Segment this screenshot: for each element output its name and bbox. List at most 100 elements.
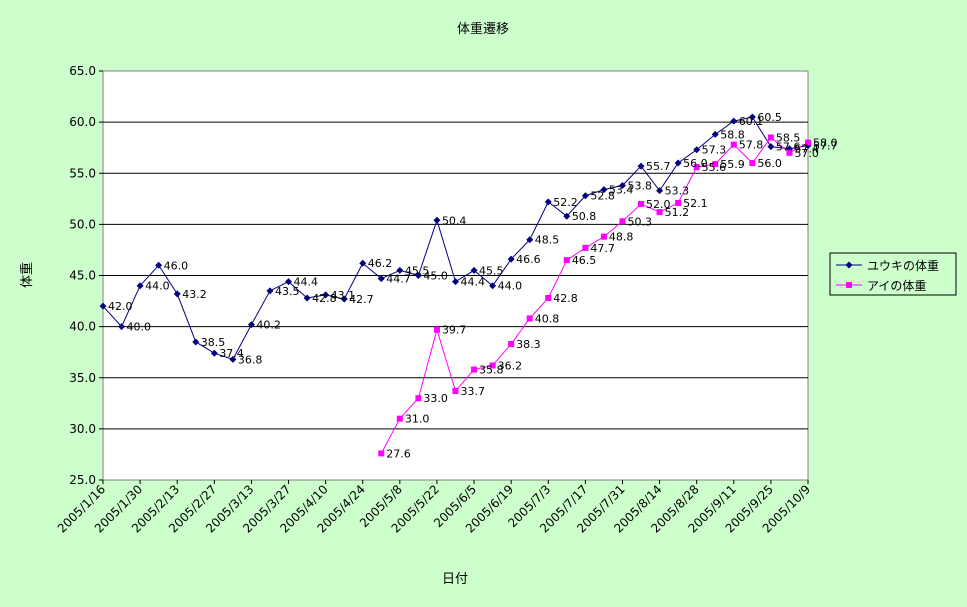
data-point [693, 164, 700, 171]
data-label: 52.2 [553, 196, 578, 209]
data-label: 42.8 [553, 292, 578, 305]
data-label: 44.4 [461, 276, 486, 289]
data-label: 31.0 [405, 413, 430, 426]
data-label: 46.2 [368, 257, 393, 270]
data-point [544, 198, 552, 206]
data-point [396, 415, 403, 422]
data-point [767, 134, 774, 141]
y-tick-label: 50.0 [69, 217, 96, 231]
series-line [380, 136, 809, 454]
data-label: 39.7 [442, 324, 467, 337]
data-label: 53.8 [627, 180, 652, 193]
data-point [748, 113, 756, 121]
data-point [581, 192, 589, 200]
data-label: 42.0 [108, 300, 133, 313]
data-label: 57.6 [776, 141, 801, 154]
data-point [600, 186, 608, 194]
data-point [637, 162, 645, 170]
data-point [675, 199, 682, 206]
data-label: 46.5 [572, 254, 597, 267]
data-point [452, 278, 459, 286]
series-2 [378, 134, 811, 457]
data-point [285, 278, 293, 286]
data-point [563, 212, 571, 220]
data-label: 46.0 [164, 259, 189, 272]
data-label: 57.0 [794, 147, 819, 160]
data-point [433, 326, 440, 333]
data-point [712, 161, 719, 168]
data-label: 42.8 [312, 292, 337, 305]
y-tick-label: 55.0 [69, 166, 96, 180]
data-label: 55.7 [646, 160, 671, 173]
data-point [786, 149, 793, 156]
data-label: 45.5 [405, 264, 430, 277]
data-point [322, 291, 330, 299]
data-point [508, 341, 515, 348]
data-point [210, 349, 218, 357]
data-point [378, 450, 385, 457]
data-point [582, 244, 589, 251]
data-point [118, 323, 126, 331]
x-axis-title: 日付 [442, 572, 468, 587]
y-axis-title: 体重 [19, 262, 35, 288]
data-label: 35.8 [479, 364, 504, 377]
y-tick-label: 45.0 [69, 269, 96, 283]
data-label: 57.8 [739, 139, 764, 152]
data-label: 50.8 [572, 210, 597, 223]
data-label: 47.7 [590, 242, 615, 255]
data-point [452, 388, 459, 395]
data-label: 44.0 [145, 280, 170, 293]
data-point [303, 294, 311, 302]
data-label: 58.5 [776, 131, 801, 144]
data-point [526, 315, 533, 322]
data-point [618, 182, 626, 190]
y-tick-label: 40.0 [69, 320, 96, 334]
data-point [415, 395, 422, 402]
data-point [674, 159, 682, 167]
data-point [266, 287, 274, 295]
data-point [359, 259, 367, 267]
data-label: 52.8 [590, 190, 615, 203]
legend-marker [845, 261, 853, 269]
data-label: 60.1 [739, 115, 764, 128]
data-point [805, 139, 811, 146]
legend-item-1: ユウキの体重 [836, 259, 939, 273]
data-label: 57.7 [813, 140, 838, 153]
data-point [619, 218, 626, 225]
data-label: 56.0 [683, 157, 708, 170]
data-label: 58.0 [813, 137, 838, 150]
data-point [414, 272, 422, 279]
data-point [638, 200, 645, 207]
data-label: 36.2 [498, 359, 522, 372]
data-label: 44.7 [386, 273, 411, 286]
data-label: 44.4 [294, 276, 319, 289]
data-point [155, 261, 163, 269]
data-point [711, 130, 719, 138]
data-label: 43.2 [182, 288, 207, 301]
data-label: 36.8 [238, 353, 262, 366]
data-point [471, 366, 478, 373]
data-label: 50.4 [442, 214, 467, 227]
legend-item-2: アイの体重 [836, 279, 926, 293]
data-label: 45.0 [423, 270, 448, 283]
data-point [656, 209, 663, 216]
data-point [489, 282, 497, 290]
data-label: 43.5 [275, 285, 300, 298]
data-point [489, 362, 496, 369]
legend-label: アイの体重 [867, 279, 926, 293]
chart-title: 体重遷移 [457, 21, 509, 37]
data-label: 38.5 [201, 336, 226, 349]
data-label: 52.1 [683, 197, 708, 210]
data-label: 60.5 [757, 111, 782, 124]
data-point [600, 233, 607, 240]
series-1 [99, 113, 812, 363]
data-label: 46.6 [516, 253, 541, 266]
data-point [749, 160, 756, 167]
data-label: 38.3 [516, 338, 541, 351]
data-point [470, 266, 478, 274]
data-label: 55.6 [702, 161, 727, 174]
data-label: 44.0 [498, 280, 522, 293]
